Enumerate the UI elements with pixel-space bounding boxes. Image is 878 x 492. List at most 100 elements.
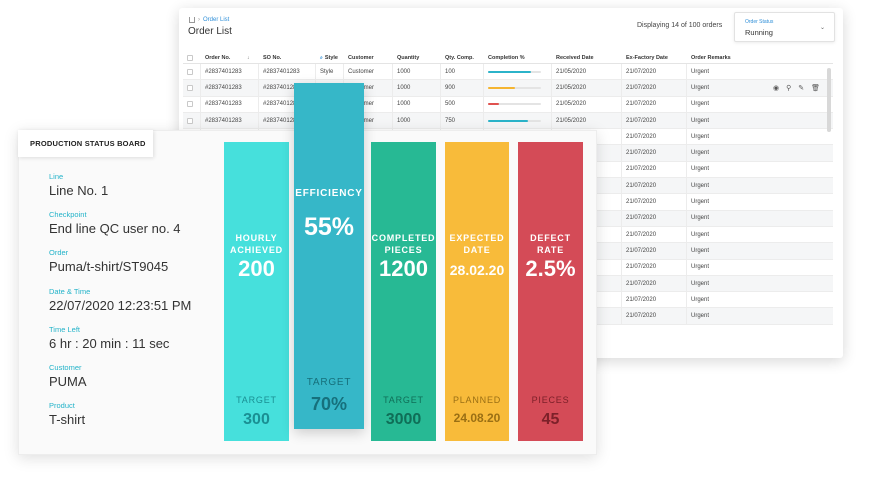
column-divider: [621, 129, 622, 145]
column-header-customer[interactable]: Customer: [348, 52, 374, 63]
column-header-completion[interactable]: Completion %: [488, 52, 525, 63]
select-all-checkbox-cell: [187, 52, 193, 63]
column-divider: [440, 96, 441, 112]
page-title: Order List: [188, 26, 232, 37]
breadcrumb-order-list[interactable]: Order List: [203, 17, 230, 23]
completion-bar: [488, 113, 541, 128]
completion-bar-fill: [488, 70, 532, 73]
scrollbar[interactable]: [827, 68, 831, 132]
cell-so-no: #2837401283: [263, 68, 300, 75]
info-field-order: Order Puma/t-shirt/ST9045: [49, 248, 168, 274]
info-label: Date & Time: [49, 286, 91, 296]
cell-remarks: Urgent: [691, 215, 710, 222]
metric-title: EXPECTED DATE: [449, 233, 505, 255]
cell-qty-comp: 900: [445, 84, 456, 91]
cell-so-no: #2837401283: [263, 84, 300, 91]
select-all-checkbox[interactable]: [187, 54, 193, 61]
column-divider: [551, 112, 552, 129]
cell-ex-factory-date: 21/07/2020: [626, 231, 657, 238]
cell-remarks: Urgent: [691, 231, 710, 238]
edit-icon[interactable]: ✎: [798, 84, 805, 92]
column-header-quantity[interactable]: Quantity: [397, 52, 419, 63]
row-checkbox[interactable]: [187, 68, 193, 75]
info-label: Line: [49, 172, 64, 181]
column-divider: [686, 178, 687, 194]
column-header-style[interactable]: ⌕ Style: [320, 52, 338, 63]
column-header-label: SO No.: [263, 54, 282, 61]
metric-sub-label: TARGET: [306, 377, 352, 388]
cell-so-no: #2837401283: [263, 101, 300, 108]
column-header-remarks[interactable]: Order Remarks: [691, 52, 731, 63]
metric-card-hourly-achieved: HOURLY ACHIEVED 200 TARGET 300: [224, 142, 289, 441]
column-divider: [621, 80, 622, 96]
info-label: Order: [49, 248, 69, 258]
cell-qty-comp: 750: [445, 117, 456, 124]
cell-remarks: Urgent: [691, 313, 710, 320]
column-divider: [200, 96, 201, 112]
cell-qty-comp: 100: [445, 68, 456, 75]
cell-ex-factory-date: 21/07/2020: [626, 101, 657, 108]
cell-remarks: Urgent: [691, 84, 710, 91]
row-checkbox-cell: [187, 113, 193, 128]
row-checkbox-cell: [187, 97, 193, 112]
cell-ex-factory-date: 21/07/2020: [626, 296, 657, 303]
eye-icon[interactable]: ◉: [773, 84, 780, 92]
row-checkbox[interactable]: [187, 84, 193, 91]
column-header-ex-factory-date[interactable]: Ex-Factory Date: [626, 52, 668, 63]
info-field-product: Product T-shirt: [49, 401, 85, 427]
column-divider: [315, 64, 316, 80]
info-value: Puma/t-shirt/ST9045: [49, 259, 169, 275]
column-header-label: Qty. Comp.: [445, 54, 474, 61]
row-checkbox[interactable]: [187, 101, 193, 108]
order-list-header: › Order List Order List Displaying 14 of…: [179, 8, 843, 54]
metric-title: DEFECT RATE: [530, 233, 571, 255]
column-divider: [200, 112, 201, 129]
table-row[interactable]: #2837401283 #2837401283 Style Customer 1000 1…: [183, 64, 833, 81]
column-header-order-no[interactable]: Order No. ↓: [205, 52, 250, 63]
cell-ex-factory-date: 21/07/2020: [626, 182, 657, 189]
order-status-select[interactable]: Order Status Running ⌄: [734, 12, 835, 42]
column-divider: [392, 80, 393, 96]
column-divider: [621, 161, 622, 178]
cell-order-no: #2837401283: [205, 84, 242, 91]
column-divider: [483, 112, 484, 129]
metric-sub-label: TARGET: [236, 395, 277, 405]
search-icon[interactable]: ⌕: [320, 54, 323, 61]
cell-order-no: #2837401283: [205, 117, 242, 124]
cell-remarks: Urgent: [691, 150, 710, 157]
cell-ex-factory-date: 21/07/2020: [626, 247, 657, 254]
column-divider: [686, 112, 687, 129]
column-divider: [686, 275, 687, 292]
column-divider: [621, 178, 622, 194]
column-divider: [621, 275, 622, 292]
completion-bar-fill: [488, 119, 528, 122]
cell-quantity: 1000: [397, 117, 411, 124]
column-divider: [440, 80, 441, 96]
cell-remarks: Urgent: [691, 296, 710, 303]
metric-sub-value: 3000: [385, 411, 422, 428]
column-header-so-no[interactable]: SO No.: [263, 52, 281, 63]
column-divider: [686, 210, 687, 226]
trash-icon[interactable]: 🗑: [811, 84, 821, 92]
column-divider: [621, 194, 622, 210]
column-header-received-date[interactable]: Received Date: [556, 52, 594, 63]
column-divider: [686, 243, 687, 259]
metric-value: 28.02.20: [449, 262, 505, 278]
breadcrumb: › Order List: [189, 17, 229, 23]
cell-ex-factory-date: 21/07/2020: [626, 150, 657, 157]
column-divider: [551, 64, 552, 80]
column-divider: [621, 308, 622, 324]
sort-arrow-icon[interactable]: ↓: [247, 54, 250, 61]
link-icon[interactable]: ⚲: [786, 84, 792, 92]
row-checkbox[interactable]: [187, 117, 193, 124]
column-header-qty-comp[interactable]: Qty. Comp.: [445, 52, 474, 63]
cell-ex-factory-date: 21/07/2020: [626, 215, 657, 222]
home-icon[interactable]: [189, 17, 195, 23]
order-count-text: Displaying 14 of 100 orders: [637, 22, 723, 29]
table-row[interactable]: #2837401283#2837401283Customer100090021/…: [183, 80, 833, 97]
table-row[interactable]: #2837401283#2837401283Customer100075021/…: [183, 112, 833, 130]
cell-received-date: 21/05/2020: [556, 84, 587, 91]
table-row[interactable]: #2837401283#2837401283Customer100050021/…: [183, 96, 833, 113]
column-divider: [621, 226, 622, 243]
